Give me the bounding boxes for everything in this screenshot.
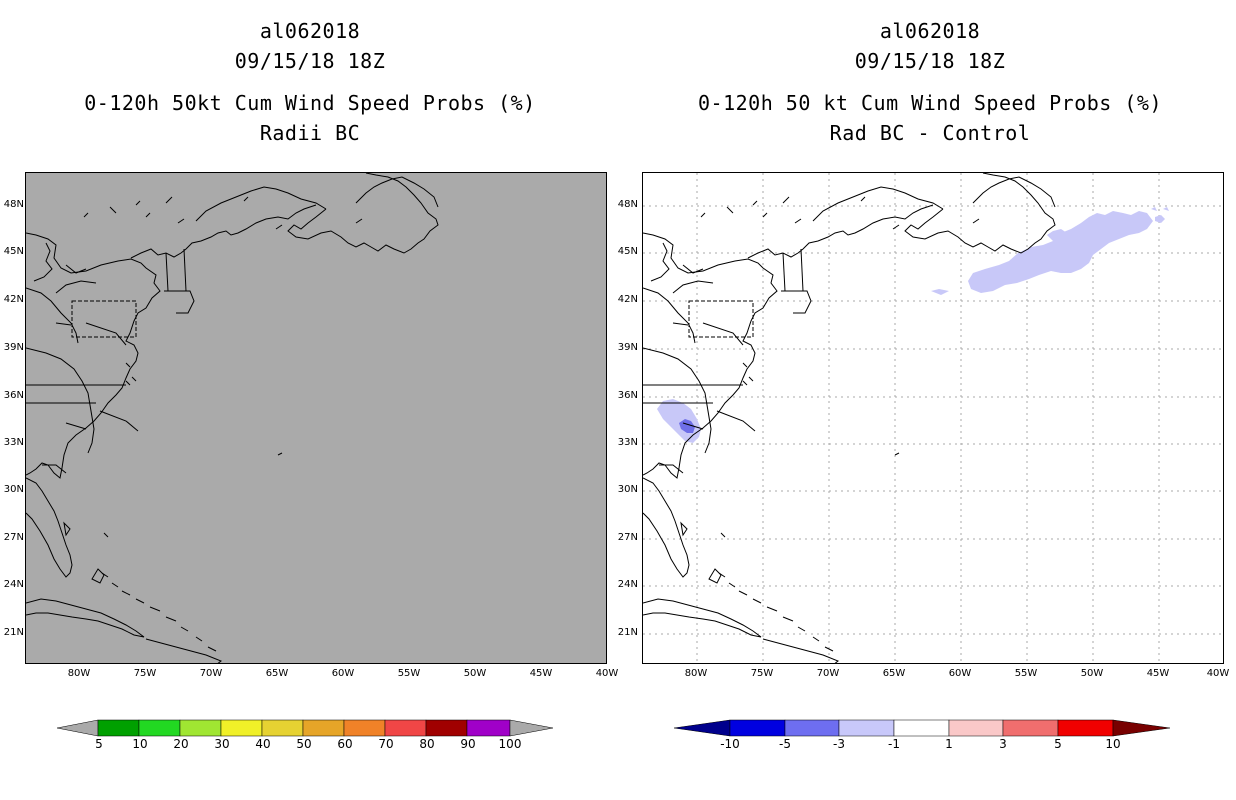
- right-colorbar-box: [838, 719, 895, 737]
- right-colorbar-box: [948, 719, 1004, 737]
- right-lat-label: 42N: [617, 294, 638, 305]
- right-lat-label: 33N: [617, 437, 638, 448]
- left-colorbar-label: 5: [95, 737, 103, 751]
- right-storm-id: al062018: [879, 19, 981, 43]
- left-lat-label: 42N: [3, 294, 24, 305]
- left-colorbar-box: [302, 719, 345, 737]
- left-map: [25, 172, 607, 664]
- left-colorbar-label: 100: [498, 737, 522, 751]
- left-storm-id: al062018: [259, 19, 361, 43]
- right-lat-label: 39N: [617, 342, 638, 353]
- right-datetime: 09/15/18 18Z: [854, 49, 1006, 73]
- left-product-title: 0-120h 50kt Cum Wind Speed Probs (%): [84, 91, 536, 115]
- left-lon-label: 80W: [67, 668, 91, 679]
- left-colorbar-box: [220, 719, 263, 737]
- right-lat-label: 48N: [617, 199, 638, 210]
- left-coastline-map: [26, 173, 439, 663]
- right-lon-label: 65W: [882, 668, 906, 679]
- right-colorbar-box: [784, 719, 840, 737]
- right-colorbar-label: -5: [779, 737, 791, 751]
- right-lon-label: 40W: [1206, 668, 1230, 679]
- left-colorbar-label: 70: [378, 737, 394, 751]
- left-datetime: 09/15/18 18Z: [234, 49, 386, 73]
- left-colorbar-label: 90: [460, 737, 476, 751]
- right-lon-label: 70W: [816, 668, 840, 679]
- left-colorbar-label: 10: [132, 737, 148, 751]
- left-lat-label: 45N: [3, 246, 24, 257]
- right-colorbar-label: -1: [888, 737, 900, 751]
- left-lon-label: 45W: [529, 668, 553, 679]
- left-lat-label: 39N: [3, 342, 24, 353]
- right-colorbar-box: [729, 719, 786, 737]
- left-colorbar-box: [425, 719, 468, 737]
- left-lat-label: 21N: [3, 627, 24, 638]
- left-lon-label: 70W: [199, 668, 223, 679]
- right-lat-label: 27N: [617, 532, 638, 543]
- left-colorbar: [56, 719, 554, 737]
- left-colorbar-box: [138, 719, 181, 737]
- left-colorbar-box: [179, 719, 222, 737]
- right-colorbar-label: -10: [720, 737, 740, 751]
- left-lat-label: 30N: [3, 484, 24, 495]
- left-lat-label: 48N: [3, 199, 24, 210]
- left-lat-label: 33N: [3, 437, 24, 448]
- right-coastline-map: [643, 173, 1223, 663]
- left-lat-label: 36N: [3, 390, 24, 401]
- left-colorbar-box: [466, 719, 511, 737]
- right-lon-label: 50W: [1080, 668, 1104, 679]
- right-lat-label: 21N: [617, 627, 638, 638]
- left-lon-label: 65W: [265, 668, 289, 679]
- left-colorbar-label: 60: [337, 737, 353, 751]
- right-lon-label: 60W: [948, 668, 972, 679]
- left-lon-label: 60W: [331, 668, 355, 679]
- right-map: [642, 172, 1224, 664]
- right-lon-label: 80W: [684, 668, 708, 679]
- right-colorbar-label: 5: [1054, 737, 1062, 751]
- right-lat-label: 30N: [617, 484, 638, 495]
- left-lon-label: 75W: [133, 668, 157, 679]
- left-lon-label: 55W: [397, 668, 421, 679]
- right-colorbar-low-arrow: [673, 719, 731, 737]
- right-colorbar-box: [893, 719, 950, 737]
- right-lon-label: 45W: [1146, 668, 1170, 679]
- left-lat-label: 27N: [3, 532, 24, 543]
- right-lat-label: 36N: [617, 390, 638, 401]
- right-lat-label: 24N: [617, 579, 638, 590]
- right-colorbar: [673, 719, 1171, 737]
- right-subtitle: Rad BC - Control: [829, 121, 1031, 145]
- right-colorbar-high-arrow: [1112, 719, 1171, 737]
- right-colorbar-label: 1: [945, 737, 953, 751]
- left-lon-label: 40W: [595, 668, 619, 679]
- right-lon-label: 75W: [750, 668, 774, 679]
- left-subtitle: Radii BC: [259, 121, 361, 145]
- left-colorbar-label: 80: [419, 737, 435, 751]
- right-lat-label: 45N: [617, 246, 638, 257]
- left-lon-label: 50W: [463, 668, 487, 679]
- left-colorbar-box: [97, 719, 140, 737]
- left-colorbar-low-arrow: [56, 719, 99, 737]
- right-colorbar-label: 10: [1105, 737, 1121, 751]
- right-colorbar-box: [1057, 719, 1114, 737]
- left-colorbar-box: [261, 719, 304, 737]
- left-colorbar-label: 40: [255, 737, 271, 751]
- left-colorbar-high-arrow: [509, 719, 554, 737]
- right-colorbar-box: [1002, 719, 1059, 737]
- left-lat-label: 24N: [3, 579, 24, 590]
- left-colorbar-box: [384, 719, 427, 737]
- right-product-title: 0-120h 50 kt Cum Wind Speed Probs (%): [697, 91, 1163, 115]
- right-colorbar-label: -3: [833, 737, 845, 751]
- left-colorbar-label: 30: [214, 737, 230, 751]
- right-colorbar-label: 3: [999, 737, 1007, 751]
- right-lon-label: 55W: [1014, 668, 1038, 679]
- left-colorbar-label: 50: [296, 737, 312, 751]
- left-colorbar-label: 20: [173, 737, 189, 751]
- left-colorbar-box: [343, 719, 386, 737]
